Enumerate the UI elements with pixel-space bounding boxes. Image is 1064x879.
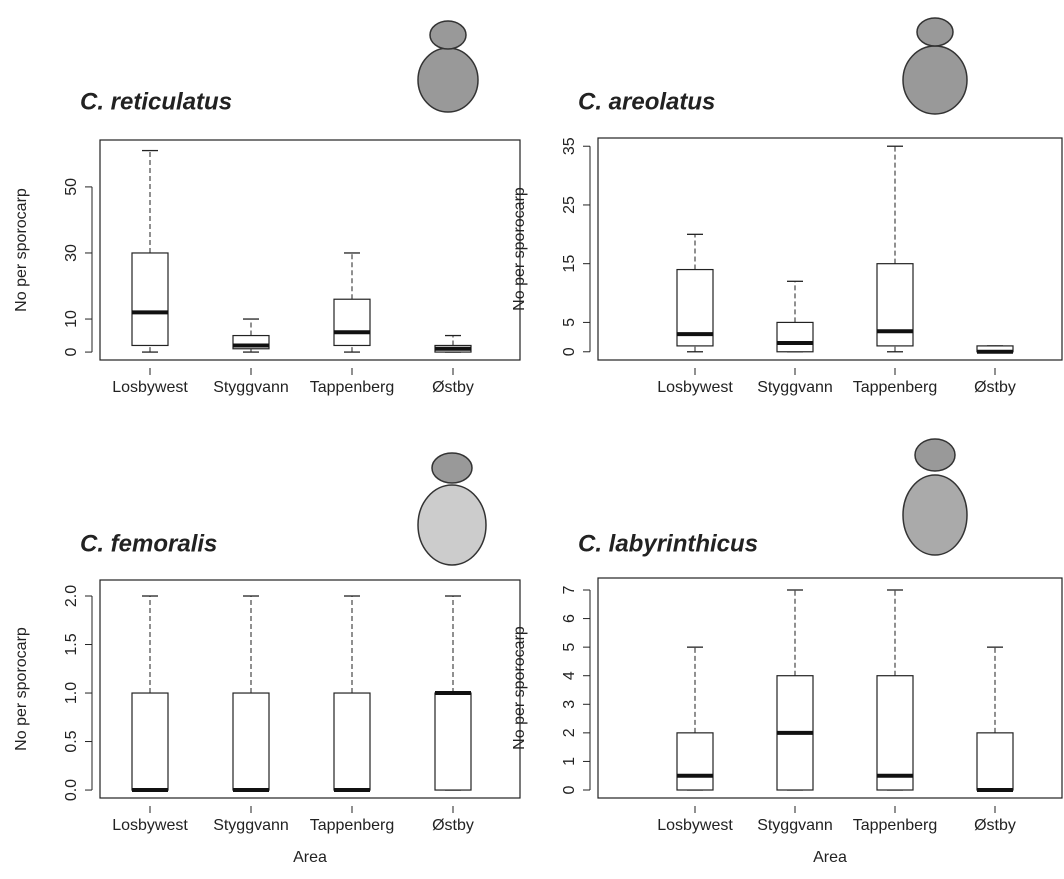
y-tick-label: 30	[63, 244, 80, 262]
x-tick-label: Tappenberg	[310, 817, 395, 834]
x-axis-label: Area	[813, 849, 847, 866]
box	[777, 322, 813, 351]
y-tick-label: 35	[561, 137, 578, 155]
x-tick-label: Østby	[974, 817, 1016, 834]
y-tick-label: 6	[561, 614, 578, 623]
y-axis-label: No per sporocarp	[511, 187, 528, 311]
x-tick-label: Styggvann	[757, 817, 833, 834]
y-tick-label: 0.5	[63, 730, 80, 752]
y-tick-label: 7	[561, 585, 578, 594]
y-tick-label: 5	[561, 643, 578, 652]
box	[334, 299, 370, 345]
chart-title: C. reticulatus	[80, 88, 232, 115]
box	[132, 693, 168, 790]
y-axis-label: No per sporocarp	[13, 188, 30, 312]
y-axis-label: No per sporocarp	[13, 627, 30, 751]
y-tick-label: 0.0	[63, 779, 80, 801]
y-tick-label: 15	[561, 255, 578, 273]
chart-title: C. femoralis	[80, 530, 217, 557]
box	[977, 733, 1013, 790]
y-tick-label: 3	[561, 700, 578, 709]
x-tick-label: Tappenberg	[853, 817, 938, 834]
box	[435, 693, 471, 790]
y-tick-label: 1.5	[63, 633, 80, 655]
x-tick-label: Tappenberg	[310, 379, 395, 396]
x-tick-label: Østby	[974, 379, 1016, 396]
y-axis-label: No per sporocarp	[511, 626, 528, 750]
box	[334, 693, 370, 790]
box	[677, 733, 713, 790]
y-tick-label: 0	[561, 785, 578, 794]
y-tick-label: 1	[561, 757, 578, 766]
box	[877, 264, 913, 346]
box	[233, 693, 269, 790]
x-tick-label: Losbywest	[112, 379, 188, 396]
y-tick-label: 0	[561, 347, 578, 356]
chart-title: C. areolatus	[578, 88, 715, 115]
box	[877, 676, 913, 790]
x-axis-label: Area	[293, 849, 327, 866]
figure: C. reticulatusNo per sporocarp0103050Los…	[0, 0, 1064, 879]
x-tick-label: Losbywest	[657, 379, 733, 396]
x-tick-label: Styggvann	[213, 379, 289, 396]
y-tick-label: 2	[561, 728, 578, 737]
y-tick-label: 0	[63, 348, 80, 357]
x-tick-label: Østby	[432, 379, 474, 396]
box	[132, 253, 168, 345]
y-tick-label: 50	[63, 178, 80, 196]
y-tick-label: 10	[63, 310, 80, 328]
x-tick-label: Losbywest	[657, 817, 733, 834]
x-tick-label: Losbywest	[112, 817, 188, 834]
y-tick-label: 4	[561, 671, 578, 680]
chart-title: C. labyrinthicus	[578, 530, 758, 557]
x-tick-label: Styggvann	[757, 379, 833, 396]
plot-frame	[598, 138, 1062, 360]
y-tick-label: 25	[561, 196, 578, 214]
x-tick-label: Østby	[432, 817, 474, 834]
x-tick-label: Styggvann	[213, 817, 289, 834]
y-tick-label: 5	[561, 318, 578, 327]
x-tick-label: Tappenberg	[853, 379, 938, 396]
y-tick-label: 1.0	[63, 682, 80, 704]
y-tick-label: 2.0	[63, 585, 80, 607]
